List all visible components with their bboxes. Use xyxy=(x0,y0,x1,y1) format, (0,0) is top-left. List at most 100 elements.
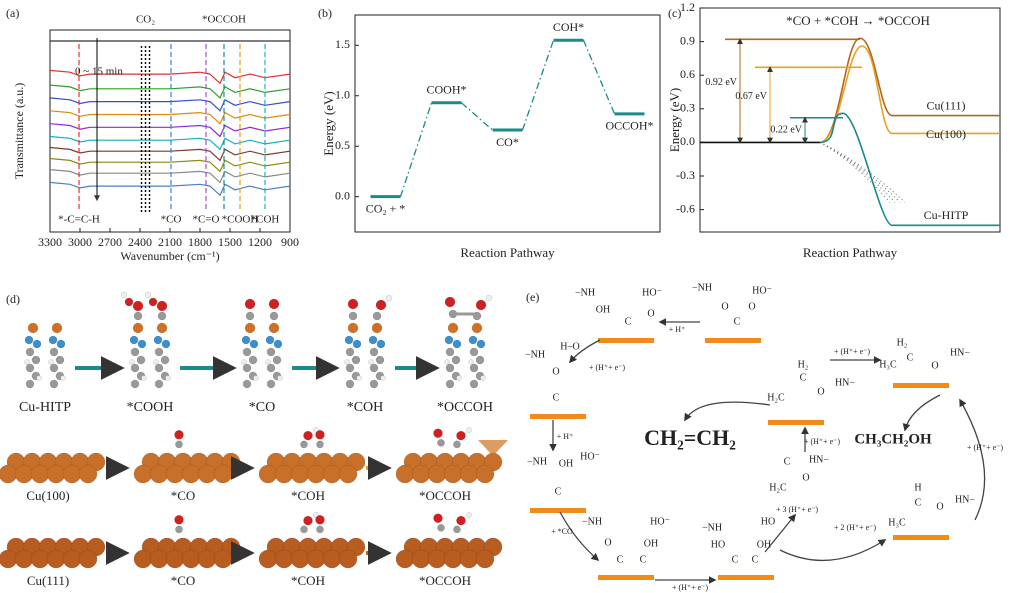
spectrum xyxy=(49,84,291,99)
atom xyxy=(369,347,379,357)
atom xyxy=(242,379,252,389)
atom xyxy=(56,339,66,349)
scheme-label: C xyxy=(907,352,914,363)
atom xyxy=(36,375,42,381)
structure-label: Cu(111) xyxy=(27,573,69,588)
scheme-label: OH xyxy=(644,538,658,549)
atom xyxy=(161,339,171,349)
atom xyxy=(306,464,326,484)
atom xyxy=(411,549,431,569)
scheme-label: C xyxy=(640,554,647,565)
series-label: Cu(111) xyxy=(926,98,965,112)
scheme-label: + (H⁺+ e⁻) xyxy=(967,443,1003,452)
atom xyxy=(14,549,34,569)
atom xyxy=(48,359,54,365)
energy-profile xyxy=(819,112,1000,227)
structure-label: *OCCOH xyxy=(419,488,471,503)
atom xyxy=(445,347,455,357)
atom xyxy=(30,464,50,484)
atom xyxy=(174,430,184,440)
atom xyxy=(60,375,66,381)
atom xyxy=(165,375,171,381)
scheme-label: HO xyxy=(711,539,725,550)
chart-title: *CO + *COH → *OCCOH xyxy=(786,13,930,28)
atom xyxy=(174,515,184,525)
atom xyxy=(471,322,483,334)
atom xyxy=(315,515,325,525)
atom xyxy=(149,549,169,569)
atom xyxy=(395,464,415,484)
atom xyxy=(156,322,168,334)
x-axis-label: Reaction Pathway xyxy=(460,245,555,260)
structure-label: *CO xyxy=(171,488,196,503)
y-tick-label: -0.6 xyxy=(676,201,695,215)
atom xyxy=(466,512,472,518)
scheme-label: CH₃CH₂OH xyxy=(854,431,932,447)
series-label: Cu-HITP xyxy=(924,208,969,222)
atom xyxy=(290,549,310,569)
atom xyxy=(443,549,463,569)
reaction-arrow xyxy=(684,401,771,422)
atom xyxy=(385,294,393,302)
scheme-label: + H⁺ xyxy=(669,325,686,334)
barrier-label: 0.92 eV xyxy=(705,77,737,88)
atom xyxy=(165,464,185,484)
atom xyxy=(266,363,276,373)
plot-frame xyxy=(354,14,661,233)
panel-label: (b) xyxy=(318,6,332,20)
atom xyxy=(154,347,164,357)
scheme-label: C xyxy=(553,392,560,403)
y-tick-label: 0.3 xyxy=(680,101,695,115)
surface xyxy=(718,575,774,580)
scheme-label: O xyxy=(936,501,943,512)
structure-label: Cu(100) xyxy=(26,488,69,503)
atom xyxy=(197,464,217,484)
atom xyxy=(51,322,63,334)
reaction-arrow xyxy=(764,513,796,553)
level-label: COOH* xyxy=(426,83,466,97)
atom xyxy=(475,355,485,365)
atom xyxy=(322,549,342,569)
x-axis-label: Reaction Pathway xyxy=(803,245,898,260)
atom xyxy=(433,513,443,523)
atom xyxy=(181,549,201,569)
grid-inset xyxy=(478,440,508,456)
spectrum xyxy=(49,110,291,125)
atom xyxy=(456,375,462,381)
barrier-label: 0.22 eV xyxy=(770,124,802,135)
scheme-label: −NH xyxy=(527,456,547,467)
x-tick-label: 2700 xyxy=(98,235,122,249)
atom xyxy=(265,359,271,365)
atom xyxy=(338,549,358,569)
scheme-label: HN− xyxy=(809,454,829,465)
structure-label: *OCCOH xyxy=(419,573,471,588)
atom xyxy=(459,464,479,484)
atom xyxy=(78,549,98,569)
atom xyxy=(447,322,459,334)
scheme-label: −NH xyxy=(525,349,545,360)
scheme-label: C xyxy=(732,554,739,565)
panel-label: (d) xyxy=(6,292,20,306)
scheme-label: HO⁻ xyxy=(642,287,662,298)
scheme-label: + 2 (H⁺+ e⁻) xyxy=(834,523,876,532)
scheme-label: O xyxy=(817,386,824,397)
atom xyxy=(485,294,493,302)
atom xyxy=(120,291,128,299)
atom xyxy=(316,525,324,534)
atom xyxy=(46,549,66,569)
atom xyxy=(49,379,59,389)
atom xyxy=(141,375,147,381)
y-tick-label: 0.9 xyxy=(680,33,695,47)
atom xyxy=(62,549,82,569)
atom xyxy=(453,440,461,449)
atom xyxy=(345,363,355,373)
atom xyxy=(375,355,385,365)
x-tick-label: 2400 xyxy=(128,235,152,249)
atom xyxy=(348,311,358,321)
atom xyxy=(277,375,283,381)
reaction-arrow xyxy=(569,339,601,364)
annotation-label: *COH xyxy=(251,214,280,226)
plot-frame xyxy=(699,7,1001,233)
atom xyxy=(347,322,359,334)
atom xyxy=(175,440,183,449)
